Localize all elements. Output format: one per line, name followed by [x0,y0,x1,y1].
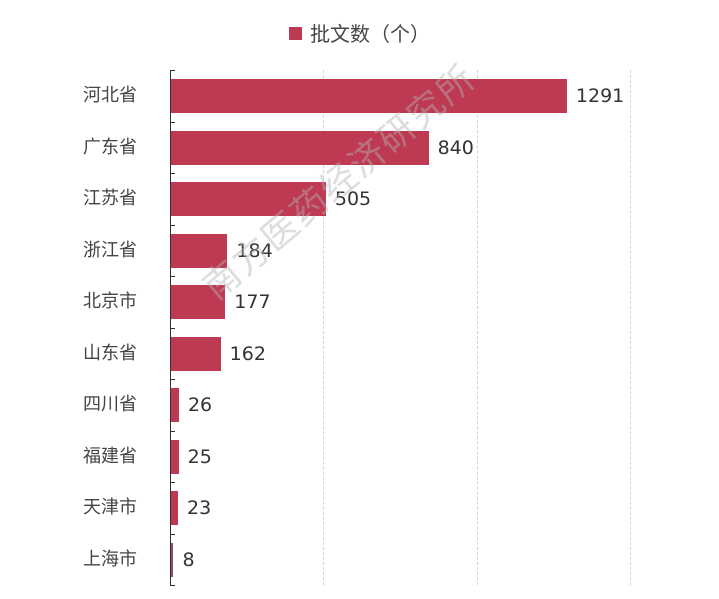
value-label: 8 [182,548,195,571]
x-gridline [323,70,325,585]
value-label: 25 [187,445,212,468]
bar-row: 北京市 177 [83,276,719,328]
category-label: 北京市 [83,291,137,312]
plot-area: 河北省 1291 广东省 840 江苏省 505 浙江省 184 北京市 177 山东省 162 四川省… [83,70,631,586]
bar[interactable] [171,233,228,268]
value-label: 162 [229,342,266,365]
value-label: 1291 [575,85,625,107]
x-gridline [630,70,631,585]
y-axis-tick [170,482,175,483]
bar-row: 浙江省 184 [83,225,719,277]
y-axis-tick [170,70,175,71]
legend-label: 批文数（个） [310,22,430,46]
y-axis-tick [170,533,175,535]
value-label: 505 [334,188,372,210]
bar-row: 天津市 23 [83,482,719,534]
y-axis-tick [170,121,175,123]
chart-legend: 批文数（个） [0,18,719,47]
y-axis-tick [170,430,175,432]
category-label: 上海市 [83,548,137,570]
bar[interactable] [171,130,429,165]
y-axis-tick [170,585,175,586]
bar-row: 四川省 26 [83,379,719,431]
legend-swatch [289,27,302,40]
value-label: 26 [187,394,213,416]
bar[interactable] [171,491,179,525]
bar-row: 河北省 1291 [83,70,719,122]
y-axis-tick [170,379,175,380]
category-label: 广东省 [83,136,137,158]
category-label: 江苏省 [83,188,137,209]
bar[interactable] [171,336,221,371]
category-label: 浙江省 [83,239,137,261]
bar[interactable] [171,285,226,319]
bar-row: 山东省 162 [83,328,719,380]
value-label: 840 [437,136,474,159]
bar[interactable] [171,439,179,474]
bar[interactable] [171,542,174,577]
y-axis-tick [170,327,175,329]
bar[interactable] [171,79,567,113]
category-label: 山东省 [83,342,137,364]
value-label: 184 [236,239,273,262]
bar-row: 福建省 25 [83,431,719,483]
category-label: 四川省 [83,394,137,415]
x-gridline [476,70,478,585]
y-axis-tick [170,276,175,277]
category-label: 福建省 [83,445,137,467]
value-label: 23 [187,497,212,519]
bar-row: 上海市 8 [83,534,719,586]
category-label: 河北省 [83,85,137,106]
bar-row: 广东省 840 [83,122,719,174]
bar-row: 江苏省 505 [83,173,719,225]
category-label: 天津市 [83,497,137,518]
y-axis-tick [170,224,175,226]
y-axis-tick [170,173,175,174]
bar[interactable] [171,182,326,216]
bar[interactable] [171,388,179,422]
value-label: 177 [234,291,271,313]
